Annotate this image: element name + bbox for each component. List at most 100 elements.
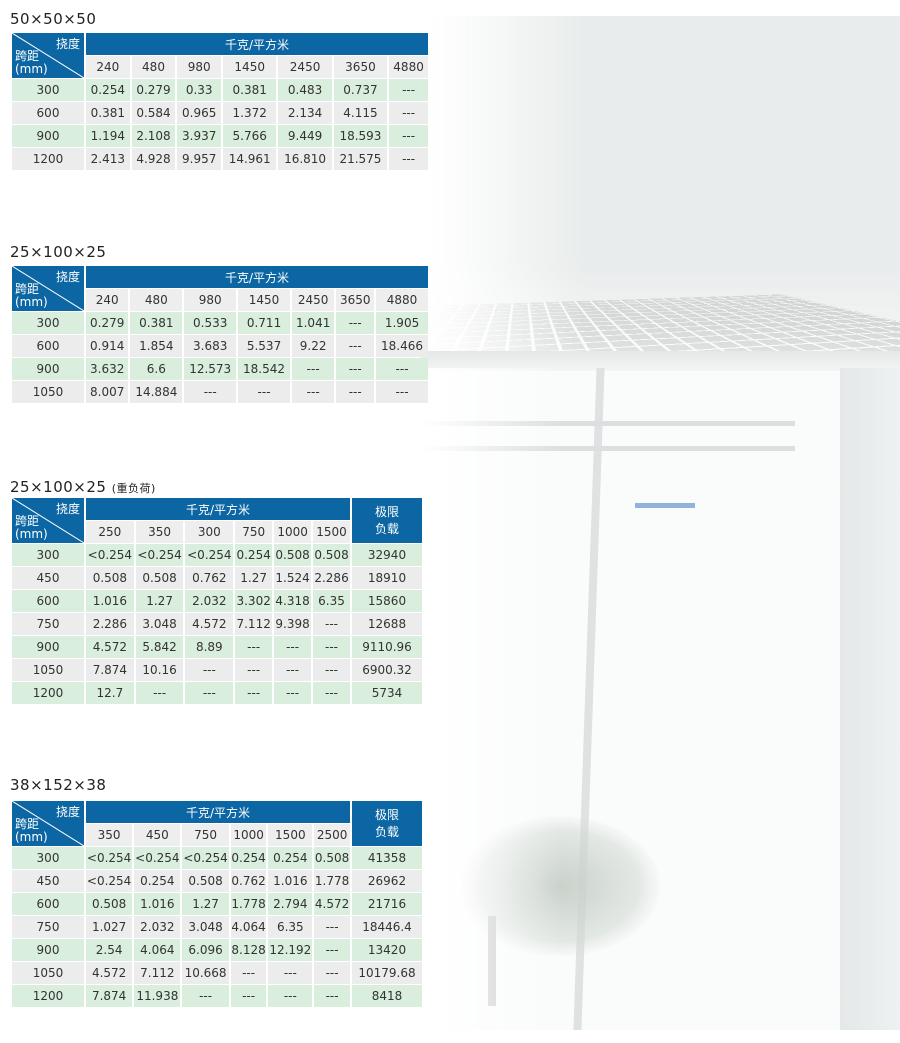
value-cell: 1.778 — [314, 870, 350, 892]
limit-cell: 32940 — [352, 544, 422, 566]
value-cell: 0.965 — [177, 102, 222, 124]
table-title: 50×50×50 — [10, 10, 96, 28]
value-cell: 6.35 — [268, 916, 313, 938]
spec-table: 挠度 跨距 (mm) 千克/平方米 极限负载 350 450 750 1000 1500 2500 3… — [10, 800, 424, 1008]
span-unit: (mm) — [15, 295, 48, 309]
table-row: 450 <0.254 0.254 0.508 0.762 1.016 1.778 26962 — [12, 870, 422, 892]
value-cell: 12.7 — [86, 682, 134, 704]
column-header: 2450 — [278, 56, 332, 78]
photo-fade — [420, 16, 900, 366]
span-label: 跨距 (mm) — [15, 283, 48, 309]
value-cell: 0.508 — [182, 870, 229, 892]
value-cell: 0.254 — [235, 544, 273, 566]
table-row: 1200 2.413 4.928 9.957 14.961 16.810 21.575 --- — [12, 148, 428, 170]
value-cell: 1.027 — [86, 916, 133, 938]
value-cell: --- — [314, 985, 350, 1007]
limit-cell: 8418 — [352, 985, 422, 1007]
limit-cell: 15860 — [352, 590, 422, 612]
value-cell: --- — [336, 312, 375, 334]
table-row: 450 0.508 0.508 0.762 1.27 1.524 2.286 18910 — [12, 567, 422, 589]
table-row: 900 1.194 2.108 3.937 5.766 9.449 18.593 --- — [12, 125, 428, 147]
span-label-text: 跨距 — [15, 282, 40, 296]
value-cell: <0.254 — [134, 847, 181, 869]
span-cell: 300 — [12, 544, 84, 566]
value-cell: --- — [268, 985, 313, 1007]
column-header: 1500 — [268, 824, 313, 846]
value-cell: 18.542 — [238, 358, 290, 380]
value-cell: --- — [235, 636, 273, 658]
limit-cell: 26962 — [352, 870, 422, 892]
span-cell: 300 — [12, 79, 84, 101]
span-cell: 1200 — [12, 148, 84, 170]
spec-table: 挠度 跨距 (mm) 千克/平方米 极限负载 250 350 300 750 1000 1500 30… — [10, 497, 424, 705]
value-cell: 2.794 — [268, 893, 313, 915]
value-cell: --- — [376, 381, 428, 403]
value-cell: 21.575 — [333, 148, 388, 170]
value-cell: 0.762 — [185, 567, 234, 589]
value-cell: 1.194 — [86, 125, 130, 147]
value-cell: 1.778 — [230, 893, 267, 915]
value-cell: 12.192 — [268, 939, 313, 961]
value-cell: <0.254 — [86, 544, 134, 566]
value-cell: 14.961 — [223, 148, 277, 170]
value-cell: 4.064 — [134, 939, 181, 961]
corner-header: 挠度 跨距 (mm) — [12, 266, 84, 311]
column-header-row: 350 450 750 1000 1500 2500 — [12, 824, 422, 846]
value-cell: 4.115 — [333, 102, 388, 124]
deflection-label: 挠度 — [55, 805, 80, 819]
value-cell: 0.737 — [333, 79, 388, 101]
column-header-row: 240 480 980 1450 2450 3650 4880 — [12, 289, 428, 311]
value-cell: 10.668 — [182, 962, 229, 984]
value-cell: 3.048 — [135, 613, 184, 635]
value-cell: 5.766 — [223, 125, 277, 147]
value-cell: --- — [336, 335, 375, 357]
value-cell: --- — [314, 916, 350, 938]
table-title-text: 38×152×38 — [10, 776, 107, 794]
value-cell: --- — [274, 636, 312, 658]
value-cell: --- — [314, 939, 350, 961]
value-cell: --- — [313, 636, 350, 658]
value-cell: 0.381 — [223, 79, 277, 101]
value-cell: 1.854 — [130, 335, 183, 357]
value-cell: 7.874 — [86, 659, 134, 681]
header-row: 挠度 跨距 (mm) 千克/平方米 — [12, 33, 428, 78]
span-cell: 450 — [12, 567, 84, 589]
value-cell: --- — [313, 659, 350, 681]
span-cell: 600 — [12, 590, 84, 612]
value-cell: 0.254 — [134, 870, 181, 892]
span-unit: (mm) — [15, 830, 48, 844]
table-title-text: 50×50×50 — [10, 10, 97, 28]
value-cell: 3.937 — [177, 125, 222, 147]
span-cell: 750 — [12, 613, 84, 635]
column-header: 350 — [135, 521, 184, 543]
value-cell: 6.35 — [313, 590, 350, 612]
value-cell: 0.279 — [131, 79, 176, 101]
value-cell: --- — [389, 148, 428, 170]
table-title-text: 25×100×25 — [10, 478, 107, 496]
value-cell: --- — [235, 682, 273, 704]
value-cell: 10.16 — [135, 659, 184, 681]
load-group-header: 千克/平方米 — [86, 33, 428, 55]
span-cell: 1200 — [12, 682, 84, 704]
span-cell: 450 — [12, 870, 84, 892]
span-label: 跨距 (mm) — [15, 818, 48, 844]
value-cell: 7.874 — [86, 985, 133, 1007]
value-cell: 0.381 — [86, 102, 130, 124]
limit-load-header: 极限负载 — [352, 801, 422, 846]
value-cell: 0.914 — [86, 335, 129, 357]
value-cell: --- — [182, 985, 229, 1007]
value-cell: 2.54 — [86, 939, 133, 961]
span-cell: 600 — [12, 102, 84, 124]
value-cell: 9.398 — [274, 613, 312, 635]
value-cell: 1.524 — [274, 567, 312, 589]
value-cell: 4.064 — [230, 916, 267, 938]
span-cell: 900 — [12, 636, 84, 658]
header-row: 挠度 跨距 (mm) 千克/平方米 — [12, 266, 428, 311]
limit-cell: 6900.32 — [352, 659, 422, 681]
column-header: 980 — [184, 289, 237, 311]
table-row: 900 4.572 5.842 8.89 --- --- --- 9110.96 — [12, 636, 422, 658]
value-cell: 1.041 — [291, 312, 335, 334]
table-row: 300 <0.254 <0.254 <0.254 0.254 0.508 0.508 3294… — [12, 544, 422, 566]
value-cell: 1.372 — [223, 102, 277, 124]
value-cell: --- — [238, 381, 290, 403]
